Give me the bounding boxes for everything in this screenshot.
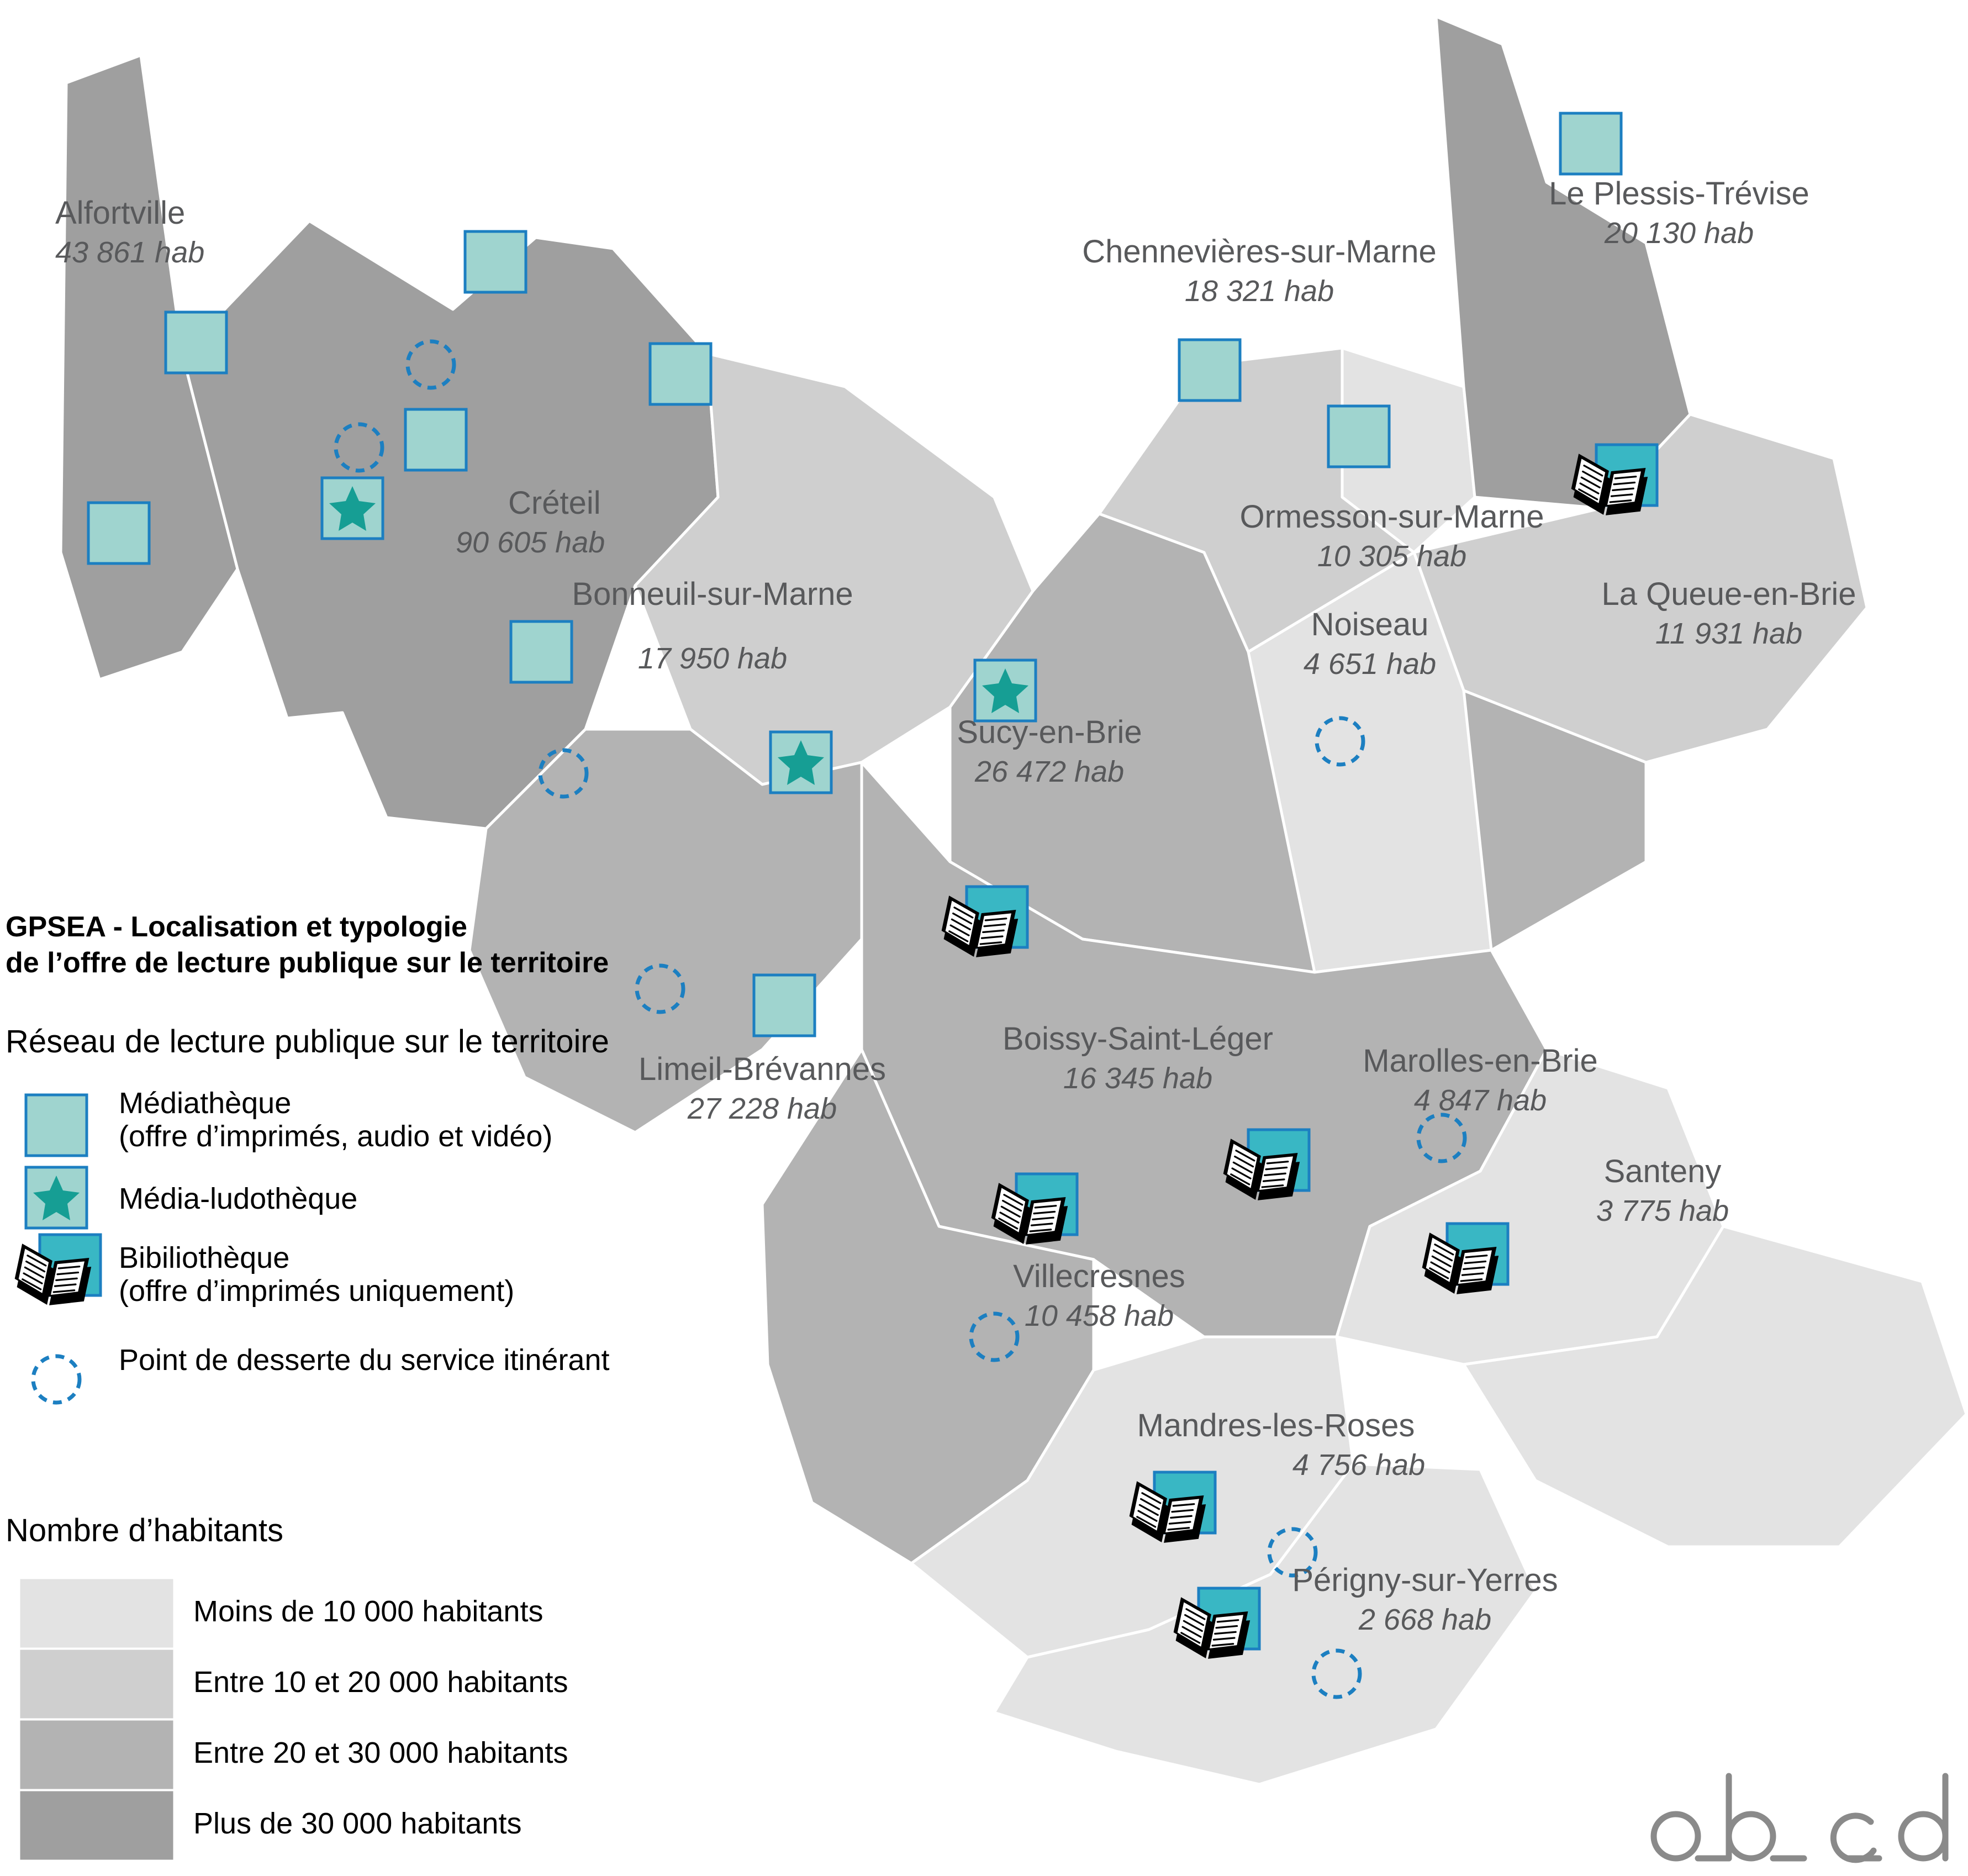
svg-text:Chennevières-sur-Marne: Chennevières-sur-Marne [1082, 234, 1436, 270]
svg-text:Réseau de lecture publique sur: Réseau de lecture publique sur le territ… [6, 1024, 609, 1060]
svg-text:Périgny-sur-Yerres: Périgny-sur-Yerres [1292, 1562, 1558, 1598]
svg-text:16 345 hab: 16 345 hab [1063, 1062, 1212, 1095]
svg-text:90 605 hab: 90 605 hab [456, 526, 605, 559]
svg-text:18 321 hab: 18 321 hab [1185, 275, 1334, 308]
svg-text:43 861 hab: 43 861 hab [55, 236, 204, 269]
svg-text:Boissy-Saint-Léger: Boissy-Saint-Léger [1003, 1021, 1273, 1057]
svg-text:Le Plessis-Trévise: Le Plessis-Trévise [1549, 176, 1809, 212]
svg-text:Médiathèque: Médiathèque [119, 1087, 291, 1120]
svg-text:Moins de 10 000 habitants: Moins de 10 000 habitants [193, 1595, 543, 1628]
svg-text:4 756 hab: 4 756 hab [1292, 1448, 1425, 1482]
svg-text:4 847 hab: 4 847 hab [1414, 1084, 1547, 1117]
svg-text:Santeny: Santeny [1604, 1153, 1722, 1189]
svg-text:Entre 20 et 30 000 habitants: Entre 20 et 30 000 habitants [193, 1736, 568, 1769]
svg-text:Bibiliothèque: Bibiliothèque [119, 1241, 289, 1274]
svg-text:4 651 hab: 4 651 hab [1304, 647, 1436, 681]
svg-text:Noiseau: Noiseau [1311, 607, 1429, 642]
svg-text:Alfortville: Alfortville [55, 195, 185, 231]
svg-text:(offre d’imprimés, audio et vi: (offre d’imprimés, audio et vidéo) [119, 1120, 552, 1153]
svg-text:La Queue-en-Brie: La Queue-en-Brie [1601, 576, 1856, 612]
svg-text:Bonneuil-sur-Marne: Bonneuil-sur-Marne [572, 576, 853, 612]
svg-text:11 931 hab: 11 931 hab [1655, 617, 1802, 650]
svg-text:Entre 10 et 20 000 habitants: Entre 10 et 20 000 habitants [193, 1666, 568, 1699]
svg-text:27 228 hab: 27 228 hab [687, 1092, 837, 1125]
svg-text:GPSEA - Localisation et typolo: GPSEA - Localisation et typologie [6, 911, 467, 943]
svg-text:Villecresnes: Villecresnes [1013, 1258, 1185, 1294]
svg-text:26 472 hab: 26 472 hab [974, 755, 1124, 788]
svg-text:Point de desserte du service i: Point de desserte du service itinérant [119, 1343, 610, 1377]
svg-text:Mandres-les-Roses: Mandres-les-Roses [1137, 1408, 1415, 1443]
svg-text:17 950 hab: 17 950 hab [638, 642, 787, 675]
svg-text:Marolles-en-Brie: Marolles-en-Brie [1363, 1043, 1597, 1079]
svg-text:10 458 hab: 10 458 hab [1025, 1299, 1174, 1332]
svg-text:3 775 hab: 3 775 hab [1596, 1194, 1729, 1227]
svg-text:10 305 hab: 10 305 hab [1317, 540, 1466, 573]
svg-text:2 668 hab: 2 668 hab [1358, 1603, 1491, 1636]
svg-text:Créteil: Créteil [508, 485, 601, 521]
svg-text:(offre d’imprimés uniquement): (offre d’imprimés uniquement) [119, 1274, 514, 1308]
svg-text:Nombre d’habitants: Nombre d’habitants [6, 1513, 283, 1548]
svg-text:Média-ludothèque: Média-ludothèque [119, 1182, 357, 1215]
svg-text:Sucy-en-Brie: Sucy-en-Brie [957, 714, 1142, 750]
svg-text:Limeil-Brévannes: Limeil-Brévannes [639, 1051, 886, 1087]
svg-text:de l’offre de lecture publique: de l’offre de lecture publique sur le te… [6, 947, 609, 979]
svg-text:Plus de 30 000 habitants: Plus de 30 000 habitants [193, 1807, 521, 1840]
svg-text:20 130 hab: 20 130 hab [1604, 217, 1754, 250]
svg-text:Ormesson-sur-Marne: Ormesson-sur-Marne [1239, 499, 1544, 535]
